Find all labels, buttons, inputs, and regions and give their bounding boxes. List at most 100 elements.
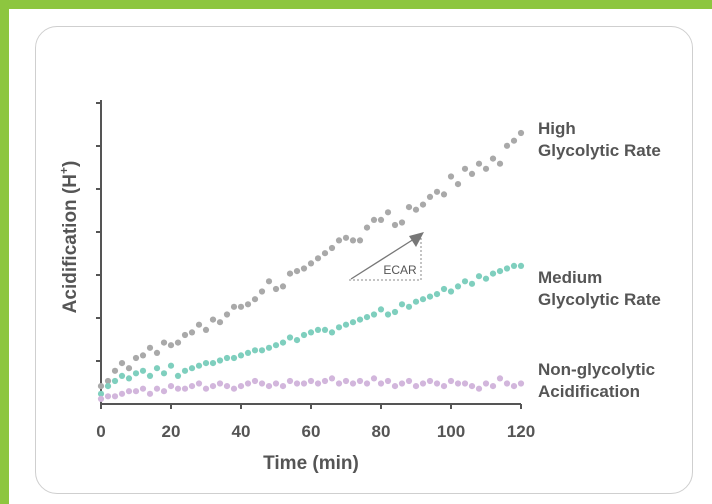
data-point-high [104,377,112,385]
x-tick-label: 120 [507,422,535,441]
data-point-medium [286,334,294,341]
x-tick-label: 20 [162,422,181,441]
data-point-low [293,380,301,387]
data-point-low [181,385,189,392]
axes: 0 20 40 60 80 100 120 [96,100,535,441]
data-point-high [265,278,273,285]
data-point-medium [272,342,280,349]
data-point-medium [237,352,245,359]
data-point-high [412,206,420,213]
data-point-high [230,303,238,310]
x-axis-label: Time (min) [263,453,359,474]
data-point-high [321,250,329,257]
data-point-low [104,393,112,400]
data-point-low [97,395,105,402]
data-point-medium [426,293,434,300]
data-point-medium [188,365,196,372]
data-point-medium [258,347,266,354]
data-point-high [97,383,105,390]
series-label-low: Non-glycolytic Acidification [538,360,655,401]
data-point-high [153,349,161,356]
data-point-low [223,383,231,390]
data-point-low [321,377,329,385]
data-point-medium [440,285,448,293]
data-point-medium [384,311,392,318]
data-point-high [286,270,294,277]
x-tick-label: 40 [232,422,251,441]
data-point-high [139,352,147,359]
data-point-low [363,380,371,387]
data-point-high [349,237,357,244]
data-point-high [237,303,245,310]
data-point-high [132,354,140,362]
data-point-high [433,188,441,195]
data-point-medium [363,314,371,321]
data-point-high [111,367,119,374]
data-point-high [258,288,266,295]
data-point-medium [216,357,224,364]
data-point-high [482,165,490,172]
data-point-low [258,380,266,387]
data-point-high [468,170,476,177]
data-point-medium [265,344,273,351]
data-point-low [461,380,469,387]
data-point-medium [174,372,182,379]
data-point-medium [307,329,315,336]
data-point-high [356,237,364,244]
data-point-low [216,380,224,387]
data-point-medium [510,262,518,269]
data-point-high [195,321,203,328]
data-point-low [307,377,315,385]
data-point-low [517,380,525,387]
data-point-low [111,393,119,400]
data-point-high [440,191,448,198]
data-point-low [482,380,490,387]
data-point-medium [314,326,322,333]
x-axis-ticks: 0 20 40 60 80 100 120 [96,404,535,441]
data-point-medium [202,360,210,367]
data-point-low [209,383,217,390]
data-point-medium [118,372,126,379]
data-point-high [496,160,504,167]
data-point-high [426,193,434,200]
data-point-medium [279,339,287,346]
data-point-medium [468,280,476,287]
data-point-low [230,385,238,392]
data-point-low [279,383,287,390]
data-point-low [265,383,273,390]
data-point-medium [517,262,525,269]
data-point-medium [475,273,483,280]
data-point-high [510,137,518,144]
data-point-low [153,385,161,392]
data-point-high [489,155,497,162]
data-point-medium [251,347,259,354]
data-point-medium [223,354,231,362]
data-point-low [132,388,140,395]
data-point-low [412,383,420,390]
data-point-medium [405,303,413,310]
data-point-low [300,380,308,387]
data-point-medium [391,308,399,316]
data-point-low [496,375,504,382]
data-point-high [188,329,196,336]
data-point-medium [300,331,308,339]
data-point-medium [482,275,490,282]
data-point-low [342,377,350,385]
data-point-low [419,380,427,387]
data-point-low [440,383,448,390]
data-point-low [286,377,294,385]
data-point-low [328,375,336,382]
data-point-high [118,360,126,367]
data-point-low [125,388,133,395]
data-point-high [202,326,210,333]
data-point-low [503,380,511,387]
data-point-low [475,385,483,392]
data-point-high [454,181,462,188]
data-point-medium [412,298,420,305]
data-point-low [454,380,462,387]
data-point-medium [146,372,154,379]
data-point-medium [139,367,147,374]
data-point-high [167,342,175,349]
data-point-medium [321,326,329,333]
